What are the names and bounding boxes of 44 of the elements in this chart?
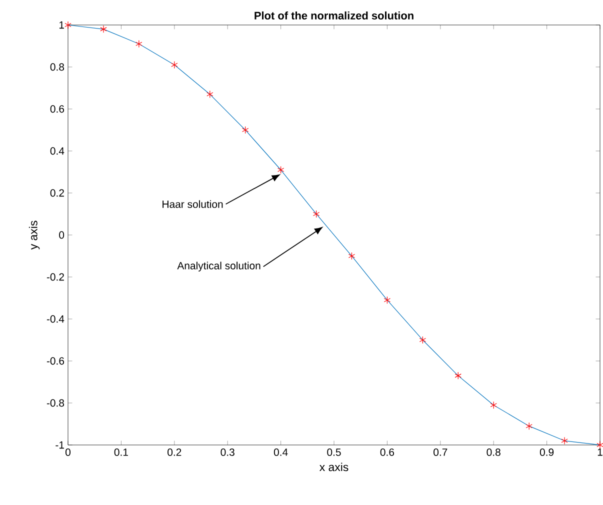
y-tick-label: -1 — [56, 441, 64, 449]
point — [64, 21, 72, 29]
point — [171, 61, 178, 69]
y-tick-label: 0.4 — [50, 147, 64, 155]
line-series — [68, 24, 600, 446]
point — [454, 372, 462, 380]
y-tick-label: 0.6 — [50, 105, 64, 113]
y-tick-label: 0.8 — [50, 63, 64, 71]
y-tick-label: 0.2 — [50, 189, 64, 197]
y-tick-label: -0.4 — [46, 315, 64, 323]
point — [277, 166, 284, 174]
point — [242, 126, 249, 134]
x-tick-label: 0.6 — [380, 448, 394, 456]
x-tick-label: 0 — [66, 448, 71, 456]
point — [561, 436, 568, 445]
x-tick-label: 0.2 — [168, 448, 182, 456]
x-tick-label: 0.7 — [434, 448, 448, 456]
y-tick-label: 1 — [59, 21, 64, 29]
point — [312, 210, 320, 218]
x-axis-title: x axis — [319, 462, 348, 472]
x-tick-label: 0.9 — [540, 448, 554, 456]
point — [526, 422, 532, 430]
y-tick-label: -0.6 — [46, 357, 64, 365]
y-tick-label: 0 — [59, 231, 64, 239]
point — [206, 90, 214, 98]
point — [100, 25, 107, 33]
point — [384, 296, 391, 304]
point — [419, 336, 426, 344]
chart-title: Plot of the normalized solution — [254, 11, 414, 20]
point — [596, 441, 603, 449]
y-tick-label: -0.8 — [46, 399, 64, 407]
y-axis-title: y axis — [28, 220, 40, 250]
x-tick-label: 0.3 — [220, 448, 234, 456]
x-tick-label: 0.5 — [327, 448, 341, 456]
point — [490, 401, 497, 409]
annotation: Haar solution — [162, 200, 223, 208]
y-tick-label: -0.2 — [46, 273, 64, 281]
point — [136, 40, 142, 48]
x-tick-label: 0.1 — [114, 448, 128, 456]
x-tick-label: 0.4 — [274, 448, 288, 456]
x-tick-label: 1 — [598, 448, 602, 456]
point — [348, 252, 356, 260]
annotation: Analytical solution — [177, 262, 260, 272]
x-tick-label: 0.8 — [486, 448, 500, 456]
